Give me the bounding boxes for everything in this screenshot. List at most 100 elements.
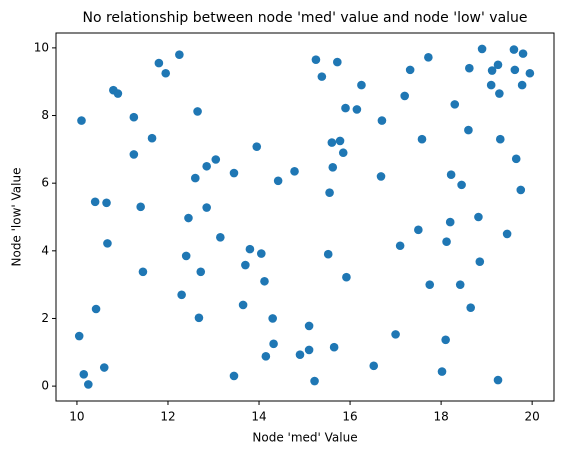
point (493, 375, 503, 385)
point (442, 237, 451, 246)
y-axis-label: Node 'low' Value (10, 168, 24, 267)
point (304, 345, 314, 355)
point (184, 213, 193, 223)
y-tick-label: 4 (41, 243, 49, 257)
point (400, 91, 409, 101)
point (181, 251, 191, 261)
point (102, 198, 111, 208)
point (352, 105, 362, 114)
point (511, 154, 521, 164)
point (161, 68, 171, 78)
point (229, 168, 239, 178)
point (211, 155, 221, 164)
point (425, 280, 435, 289)
point (177, 290, 186, 300)
point (202, 203, 211, 212)
point (333, 57, 342, 67)
point (474, 212, 483, 222)
point (328, 162, 338, 172)
point (475, 257, 485, 266)
point (129, 150, 139, 159)
point (525, 68, 535, 78)
point (477, 44, 487, 54)
point (376, 172, 386, 181)
point (99, 363, 109, 372)
point (518, 49, 528, 58)
y-tick-label: 6 (41, 176, 49, 190)
point (329, 342, 339, 352)
point (493, 60, 503, 70)
point (138, 267, 148, 277)
point (466, 303, 475, 312)
point (357, 80, 366, 90)
point (129, 112, 139, 122)
point (252, 142, 262, 151)
point (84, 380, 93, 389)
point (290, 167, 299, 176)
point (256, 249, 266, 258)
x-tick-label: 18 (433, 410, 448, 424)
point (487, 66, 497, 75)
point (509, 45, 519, 54)
point (341, 103, 350, 113)
x-tick-label: 20 (525, 410, 540, 424)
point (245, 244, 255, 254)
chart-title: No relationship between node 'med' value… (82, 10, 527, 26)
point (261, 352, 271, 361)
point (154, 58, 164, 68)
point (441, 335, 450, 345)
point (450, 100, 460, 109)
x-tick-label: 14 (251, 410, 266, 424)
point (446, 170, 456, 180)
point (424, 53, 433, 62)
point (269, 339, 278, 349)
y-tick-label: 8 (41, 108, 49, 122)
point (77, 116, 86, 125)
x-axis-label: Node 'med' Value (252, 431, 357, 445)
point (268, 314, 277, 323)
point (79, 369, 89, 379)
point (377, 116, 387, 125)
point (273, 176, 283, 186)
point (369, 361, 379, 371)
point (517, 80, 527, 90)
point (457, 180, 466, 190)
point (502, 229, 512, 239)
point (260, 276, 269, 286)
y-tick-label: 2 (41, 311, 49, 325)
point (103, 239, 112, 248)
x-tick-label: 10 (69, 410, 84, 424)
point (391, 330, 400, 339)
point (342, 272, 351, 282)
point (323, 249, 333, 259)
point (238, 300, 248, 310)
point (295, 350, 305, 359)
point (317, 72, 327, 81)
point (91, 304, 101, 314)
point (445, 217, 455, 227)
point (338, 148, 348, 158)
plot-frame (55, 32, 555, 402)
point (495, 89, 504, 98)
point (193, 107, 202, 116)
point (495, 134, 505, 144)
point (414, 225, 423, 235)
point (465, 63, 474, 73)
point (175, 50, 184, 59)
y-tick-label: 10 (34, 40, 49, 54)
point (304, 321, 314, 331)
point (464, 125, 473, 135)
point (202, 161, 211, 171)
point (327, 138, 337, 147)
point (310, 376, 319, 386)
point (510, 65, 520, 75)
point (194, 313, 204, 323)
point (455, 280, 465, 289)
point (113, 89, 123, 98)
point (229, 371, 239, 381)
point (147, 133, 157, 143)
y-tick-label: 0 (41, 379, 49, 393)
point (486, 80, 496, 90)
point (437, 367, 447, 376)
